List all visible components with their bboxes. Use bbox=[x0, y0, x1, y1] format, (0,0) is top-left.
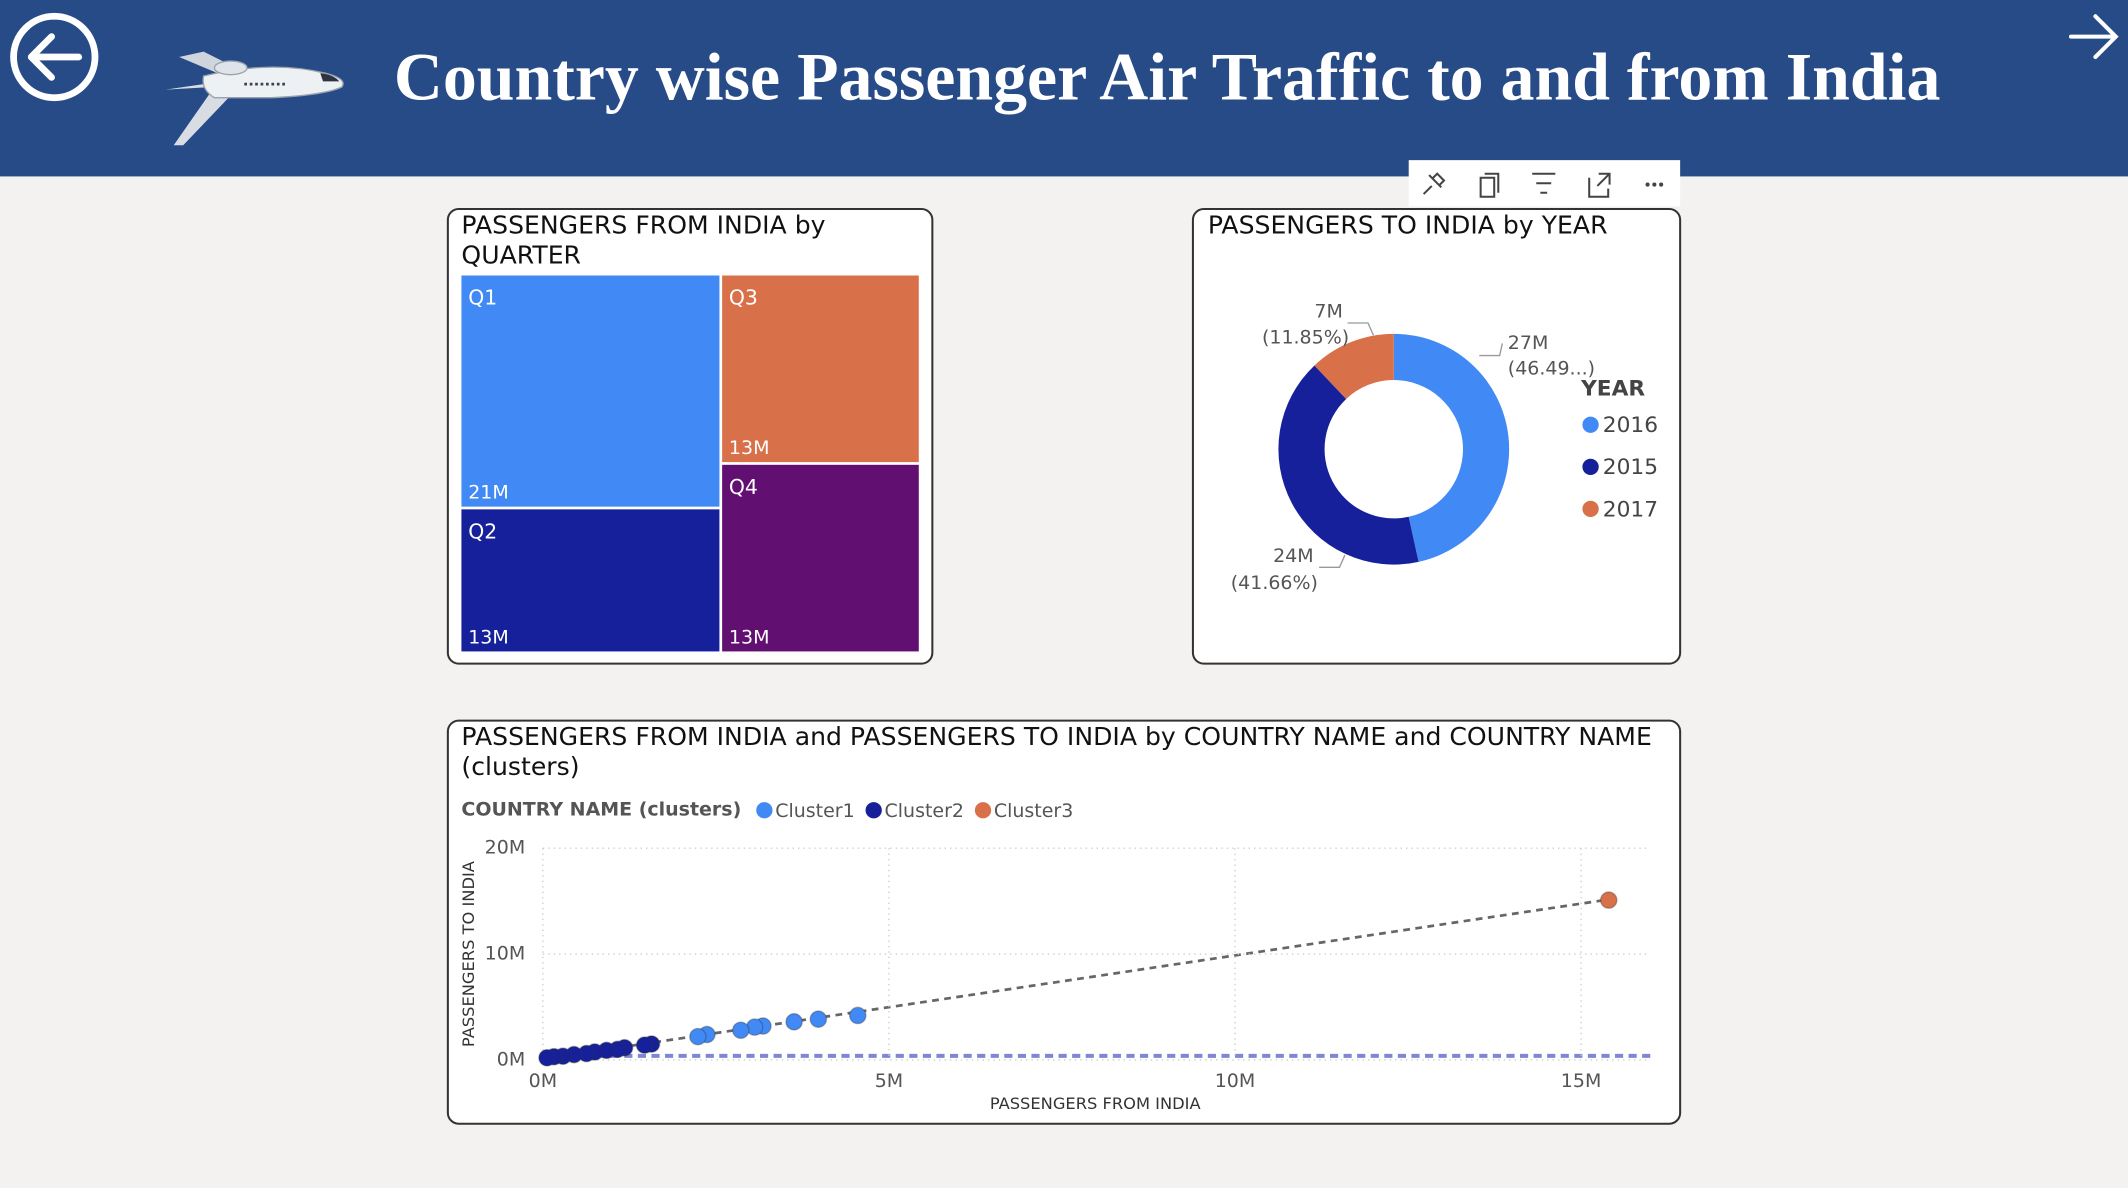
copy-icon[interactable] bbox=[1479, 172, 1500, 198]
legend-marker bbox=[1582, 500, 1599, 518]
donut-panel bbox=[1191, 207, 1682, 665]
legend-label: Cluster2 bbox=[885, 800, 964, 822]
x-tick-label: 15M bbox=[1561, 1070, 1602, 1092]
header-bar bbox=[0, 0, 2128, 177]
legend-label: Cluster1 bbox=[775, 800, 854, 822]
legend-label: 2016 bbox=[1603, 413, 1658, 438]
slice-percent-label: (11.85%) bbox=[1262, 326, 1349, 348]
back-button[interactable] bbox=[10, 12, 99, 102]
legend-title: COUNTRY NAME (clusters) bbox=[461, 799, 741, 821]
scatter-point bbox=[635, 1036, 654, 1054]
page-title: Country wise Passenger Air Traffic to an… bbox=[394, 40, 1941, 115]
scatter-point bbox=[689, 1027, 707, 1046]
scatter-title: PASSENGERS FROM INDIA and PASSENGERS TO … bbox=[461, 723, 1652, 782]
scatter-point bbox=[731, 1021, 750, 1040]
legend-marker bbox=[756, 802, 773, 819]
legend-label: 2015 bbox=[1603, 455, 1658, 480]
donut-slice bbox=[1393, 333, 1510, 562]
tile-value: 21M bbox=[468, 482, 509, 504]
y-tick-label: 10M bbox=[485, 943, 526, 965]
visual-toolbar bbox=[1408, 160, 1681, 207]
slice-value-label: 24M bbox=[1273, 545, 1314, 567]
tile-label: Q2 bbox=[468, 519, 497, 543]
focus-icon[interactable] bbox=[1588, 172, 1611, 198]
treemap-tile bbox=[461, 509, 720, 652]
treemap-tile bbox=[461, 275, 720, 507]
filter-icon[interactable] bbox=[1532, 172, 1556, 194]
treemap-tile bbox=[722, 464, 919, 652]
scatter-point bbox=[785, 1012, 803, 1031]
tile-label: Q1 bbox=[468, 286, 497, 310]
more-icon[interactable] bbox=[1645, 182, 1664, 187]
slice-value-label: 27M bbox=[1508, 332, 1549, 354]
next-button[interactable] bbox=[2068, 14, 2119, 60]
donut-slice bbox=[1314, 333, 1394, 399]
tile-value: 13M bbox=[729, 626, 770, 648]
legend-marker bbox=[865, 802, 882, 819]
y-tick-label: 20M bbox=[485, 837, 526, 859]
x-tick-label: 5M bbox=[875, 1070, 903, 1092]
donut-title: PASSENGERS TO INDIA by YEAR bbox=[1207, 211, 1608, 241]
legend-marker bbox=[1582, 416, 1599, 433]
treemap-title: PASSENGERS FROM INDIA by QUARTER bbox=[461, 211, 826, 271]
legend-marker bbox=[1582, 458, 1599, 475]
tile-value: 13M bbox=[729, 437, 770, 459]
y-tick-label: 0M bbox=[497, 1048, 525, 1070]
scatter-point bbox=[848, 1006, 867, 1025]
x-tick-label: 0M bbox=[529, 1070, 557, 1092]
donut-slice bbox=[1278, 365, 1419, 565]
scatter-point bbox=[809, 1010, 828, 1028]
tile-value: 13M bbox=[468, 626, 509, 648]
pin-icon[interactable] bbox=[1422, 172, 1446, 195]
slice-value-label: 7M bbox=[1314, 301, 1342, 323]
x-axis-title: PASSENGERS FROM INDIA bbox=[990, 1094, 1201, 1113]
airplane-icon bbox=[165, 51, 344, 146]
tile-label: Q3 bbox=[729, 286, 758, 310]
legend-title: YEAR bbox=[1580, 376, 1645, 401]
leader-lines bbox=[1319, 322, 1504, 568]
legend-label: 2017 bbox=[1603, 497, 1658, 522]
legend-marker bbox=[974, 802, 992, 819]
tile-label: Q4 bbox=[729, 475, 758, 499]
treemap-tile bbox=[722, 275, 919, 463]
legend-label: Cluster3 bbox=[994, 800, 1073, 822]
y-axis-title: PASSENGERS TO INDIA bbox=[459, 861, 478, 1047]
x-tick-label: 10M bbox=[1215, 1070, 1256, 1092]
slice-percent-label: (46.49...) bbox=[1508, 358, 1595, 380]
scatter-point bbox=[538, 1048, 556, 1067]
trend-line bbox=[545, 898, 1608, 1060]
slice-percent-label: (41.66%) bbox=[1231, 572, 1318, 594]
scatter-point bbox=[1599, 891, 1618, 909]
